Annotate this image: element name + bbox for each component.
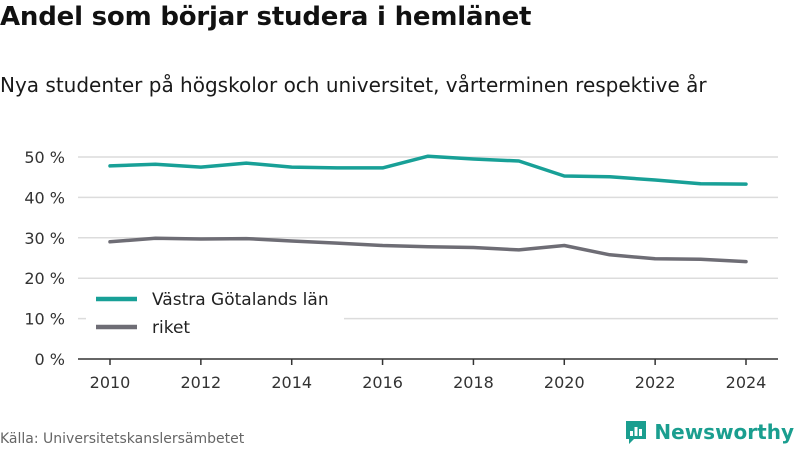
y-tick-label: 0 % xyxy=(35,350,65,369)
y-tick-label: 20 % xyxy=(24,269,65,288)
x-tick-label: 2024 xyxy=(726,373,767,392)
brand-name: Newsworthy xyxy=(654,420,794,444)
x-tick-label: 2020 xyxy=(544,373,585,392)
series-lines xyxy=(110,156,746,261)
x-tick-label: 2012 xyxy=(180,373,221,392)
brand-logo: Newsworthy xyxy=(624,419,794,445)
y-tick-label: 10 % xyxy=(24,310,65,329)
x-tick-label: 2018 xyxy=(453,373,494,392)
y-tick-label: 40 % xyxy=(24,188,65,207)
legend-label: riket xyxy=(152,318,190,338)
x-tick-label: 2014 xyxy=(271,373,312,392)
x-tick-label: 2010 xyxy=(90,373,131,392)
x-axis-ticks: 2010 2012 2014 2016 2018 2020 2022 2024 xyxy=(90,359,767,392)
source-note: Källa: Universitetskanslersämbetet xyxy=(0,431,244,447)
y-axis-ticks: 0 % 10 % 20 % 30 % 40 % 50 % xyxy=(24,148,65,369)
x-tick-label: 2016 xyxy=(362,373,403,392)
x-tick-label: 2022 xyxy=(635,373,676,392)
y-tick-label: 50 % xyxy=(24,148,65,167)
newsworthy-logo-icon xyxy=(624,419,648,445)
y-tick-label: 30 % xyxy=(24,229,65,248)
series-line-vastra-gotaland xyxy=(110,156,746,184)
series-line-riket xyxy=(110,238,746,261)
legend-label: Västra Götalands län xyxy=(152,290,329,310)
legend: Västra Götalands län riket xyxy=(86,285,344,345)
line-chart: 0 % 10 % 20 % 30 % 40 % 50 % 2010 2012 2014 2016… xyxy=(0,0,800,450)
